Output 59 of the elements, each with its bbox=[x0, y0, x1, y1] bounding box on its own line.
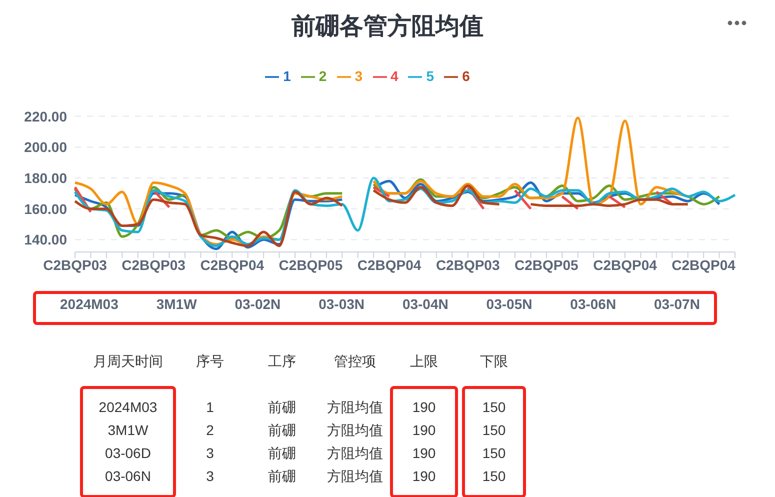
x-tick-label: C2BQP03 bbox=[436, 256, 500, 273]
text: 2 bbox=[205, 421, 215, 440]
legend-label: 4 bbox=[390, 68, 398, 84]
chart-title: 前硼各管方阻均值 bbox=[290, 12, 484, 42]
text: 前硼 bbox=[267, 398, 297, 417]
text: 3 bbox=[205, 467, 215, 486]
x-tick-label: C2BQP05 bbox=[514, 256, 579, 273]
legend-label: 6 bbox=[462, 68, 470, 84]
y-tick-label: 220.00 bbox=[24, 108, 68, 124]
legend-label: 3 bbox=[354, 68, 362, 84]
text: 方阻均值 bbox=[326, 421, 384, 440]
text: 150 bbox=[481, 467, 507, 486]
text: 190 bbox=[411, 421, 437, 440]
text: 150 bbox=[481, 398, 507, 417]
text: 方阻均值 bbox=[326, 444, 384, 463]
text: 150 bbox=[481, 421, 507, 440]
text: 190 bbox=[411, 444, 437, 463]
text: 前硼 bbox=[267, 444, 297, 463]
legend-label: 2 bbox=[318, 68, 327, 84]
text: 3M1W bbox=[156, 296, 197, 312]
y-tick-label: 180.00 bbox=[24, 170, 68, 186]
x-tick-label: C2BQP03 bbox=[122, 256, 186, 273]
x-tick-label: C2BQP04 bbox=[357, 256, 422, 273]
text: 190 bbox=[411, 398, 437, 417]
x-tick-label: C2BQP04 bbox=[200, 256, 264, 273]
text: 管控项 bbox=[333, 352, 377, 371]
text: 方阻均值 bbox=[326, 467, 384, 486]
text: 150 bbox=[481, 444, 507, 463]
text: 03-05N bbox=[486, 296, 532, 312]
text: 03-07N bbox=[654, 296, 700, 312]
legend-label: 1 bbox=[283, 68, 291, 84]
y-tick-label: 140.00 bbox=[24, 232, 68, 248]
text: 03-03N bbox=[318, 296, 364, 312]
text: 序号 bbox=[195, 352, 225, 371]
text: 前硼 bbox=[267, 421, 297, 440]
text: 上限 bbox=[409, 352, 439, 371]
x-tick-label: C2BQP04 bbox=[672, 256, 736, 273]
text: 2024M03 bbox=[98, 398, 158, 417]
text: 3 bbox=[205, 444, 215, 463]
text: 03-02N bbox=[234, 296, 281, 312]
x-tick-label: C2BQP03 bbox=[43, 256, 108, 273]
y-tick-label: 200.00 bbox=[24, 139, 68, 156]
y-tick-label: 160.00 bbox=[24, 200, 68, 217]
text: 前硼 bbox=[267, 467, 297, 486]
text: 月周天时间 bbox=[92, 352, 164, 371]
text: 03-06N bbox=[104, 467, 152, 486]
text: 03-06D bbox=[104, 444, 152, 463]
text: 03-04N bbox=[402, 296, 448, 312]
x-tick-label: C2BQP04 bbox=[593, 256, 658, 273]
text: 2024M03 bbox=[60, 296, 118, 312]
legend-label: 5 bbox=[426, 68, 434, 84]
x-tick-label: C2BQP05 bbox=[278, 256, 343, 273]
text: 1 bbox=[205, 398, 215, 417]
text: 方阻均值 bbox=[326, 398, 384, 417]
text: 03-06N bbox=[570, 296, 616, 312]
text: 工序 bbox=[267, 352, 297, 371]
text: 190 bbox=[411, 467, 437, 486]
text: 3M1W bbox=[106, 421, 150, 440]
text: 下限 bbox=[479, 352, 509, 371]
